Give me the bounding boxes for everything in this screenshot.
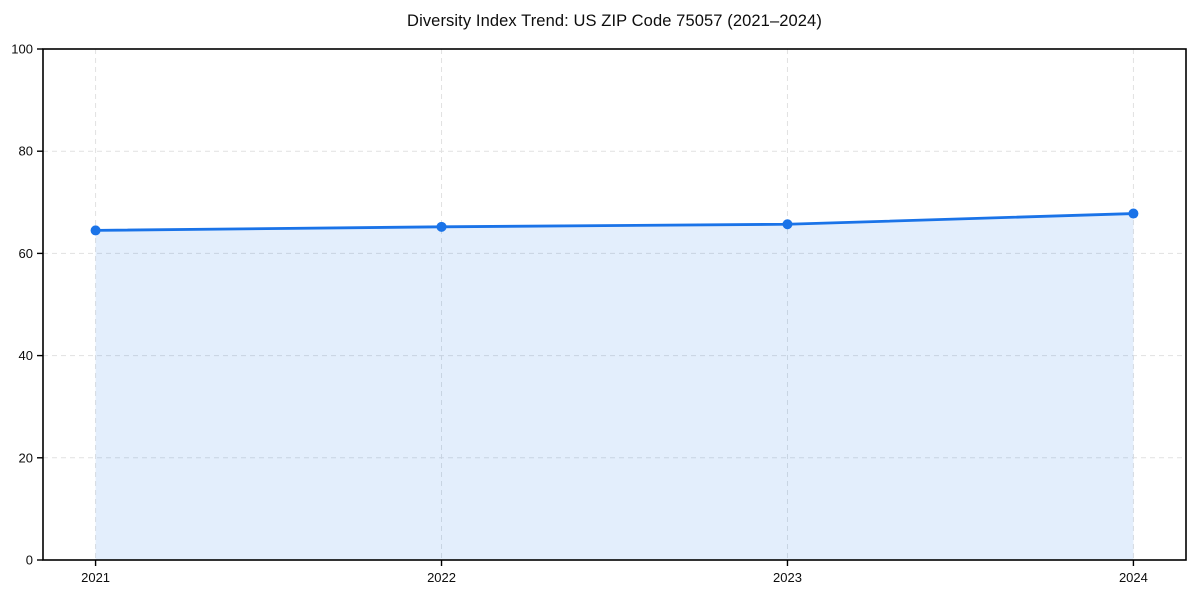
y-tick-label: 40 (19, 348, 33, 363)
trend-line (94, 212, 1135, 232)
data-point-2024 (1128, 208, 1139, 219)
x-tick-label: 2023 (773, 570, 802, 585)
data-point-2023 (782, 219, 793, 230)
data-point-2022 (436, 221, 447, 232)
plot-border (42, 48, 1187, 561)
y-tick-label: 100 (11, 42, 33, 57)
x-tick-label: 2022 (427, 570, 456, 585)
y-tick-label: 0 (26, 553, 33, 568)
area-fill (95, 213, 1134, 561)
y-tick-label: 20 (19, 450, 33, 465)
x-tick-label: 2021 (81, 570, 110, 585)
y-tick-label: 60 (19, 246, 33, 261)
y-tick-label: 80 (19, 144, 33, 159)
chart-title: Diversity Index Trend: US ZIP Code 75057… (407, 12, 822, 30)
x-tick-label: 2024 (1119, 570, 1148, 585)
data-point-2021 (90, 225, 101, 236)
